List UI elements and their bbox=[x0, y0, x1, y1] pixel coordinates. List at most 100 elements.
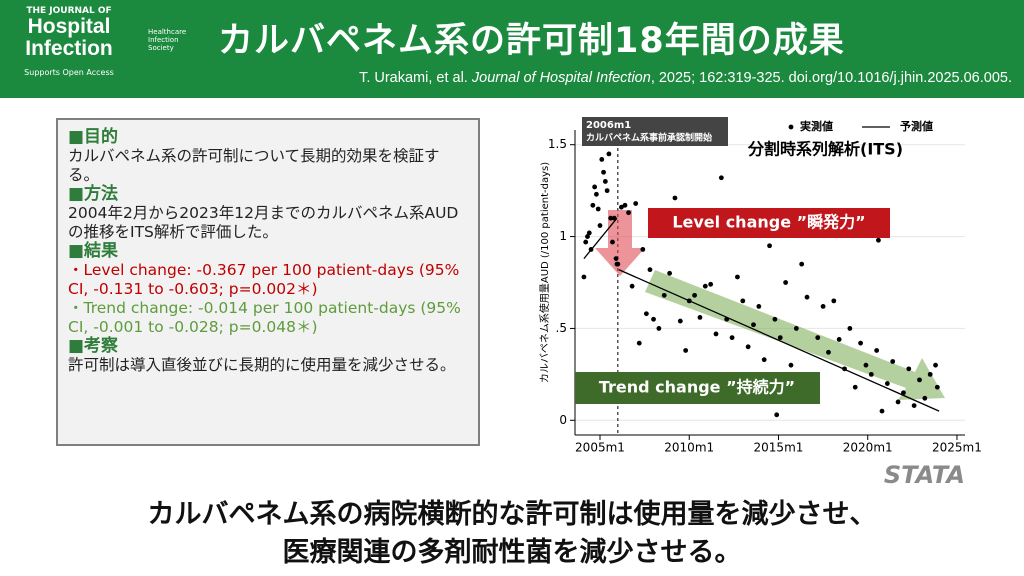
data-point bbox=[697, 315, 703, 320]
data-point bbox=[884, 381, 890, 386]
data-point bbox=[756, 303, 762, 309]
data-point bbox=[590, 202, 596, 208]
result-trend: ・Trend change: -0.014 per 100 patient-da… bbox=[68, 299, 461, 336]
title: カルバペネム系の許可制18年間の成果 bbox=[218, 21, 845, 61]
data-point bbox=[876, 237, 881, 243]
data-point bbox=[911, 403, 917, 409]
intervention-label: 2006m1 bbox=[586, 120, 631, 131]
data-point bbox=[783, 280, 789, 285]
data-point bbox=[633, 201, 639, 206]
data-point bbox=[906, 366, 912, 372]
result-level: ・Level change: -0.367 per 100 patient-da… bbox=[68, 261, 460, 298]
data-point bbox=[643, 311, 649, 317]
citation: T. Urakami, et al. Journal of Hospital I… bbox=[359, 70, 1012, 86]
data-point bbox=[788, 362, 794, 368]
section-heading: ■考察 bbox=[68, 336, 119, 356]
citation-authors: T. Urakami, et al. bbox=[359, 70, 472, 86]
data-point bbox=[761, 357, 767, 363]
legend-label: 実測値 bbox=[800, 119, 833, 133]
citation-journal: Journal of Hospital Infection bbox=[471, 70, 651, 86]
data-point bbox=[767, 243, 772, 249]
data-point bbox=[656, 326, 662, 331]
data-point bbox=[729, 335, 735, 341]
y-axis-label: カルバペネム系使用量AUD (/100 patient-days) bbox=[538, 162, 551, 383]
open-access: Supports Open Access bbox=[24, 68, 114, 77]
data-point bbox=[917, 377, 922, 383]
data-point bbox=[735, 274, 740, 280]
data-point bbox=[793, 326, 799, 331]
data-point bbox=[826, 349, 831, 355]
y-tick-label: 0 bbox=[559, 413, 567, 427]
data-point bbox=[640, 247, 646, 252]
data-point bbox=[629, 283, 635, 289]
plot: 0 .5 1 1.5 2005m1 2010m1 2015m1 2020m1 2025m1 カルバ… bbox=[538, 117, 982, 489]
society-logo: Healthcare Infection Society bbox=[148, 28, 186, 52]
level-arrow bbox=[595, 210, 645, 276]
trend-box bbox=[575, 372, 820, 404]
data-point bbox=[777, 335, 783, 341]
data-point bbox=[597, 223, 603, 228]
data-point bbox=[595, 206, 601, 212]
header: THE JOURNAL OF Hospital Infection Suppor… bbox=[0, 0, 1024, 98]
data-point bbox=[820, 303, 826, 309]
data-point bbox=[836, 337, 842, 342]
data-point bbox=[672, 195, 678, 201]
data-point bbox=[713, 331, 719, 337]
data-point bbox=[606, 151, 612, 157]
data-point bbox=[602, 179, 608, 184]
level-label: Level change ”瞬発力” bbox=[672, 213, 865, 232]
journal-name: Infection bbox=[25, 37, 113, 60]
trend-arrow bbox=[645, 270, 945, 400]
fit-line bbox=[583, 217, 940, 412]
data-point bbox=[927, 371, 933, 377]
data-point bbox=[901, 390, 906, 396]
data-point bbox=[636, 340, 642, 346]
data-point bbox=[774, 412, 780, 418]
x-tick-label: 2020m1 bbox=[843, 441, 893, 455]
chart-subtitle: 分割時系列解析(ITS) bbox=[747, 140, 903, 159]
data-point bbox=[622, 202, 628, 208]
data-point bbox=[683, 348, 689, 353]
conclusion: カルバペネム系の病院横断的な許可制は使用量を減少させ、 bbox=[147, 499, 877, 530]
journal-logo: THE JOURNAL OF Hospital Infection Suppor… bbox=[10, 6, 128, 77]
data-point bbox=[604, 188, 610, 194]
data-point bbox=[599, 156, 605, 162]
data-point bbox=[890, 359, 896, 364]
data-point bbox=[581, 274, 587, 280]
brand-logo: STATA bbox=[884, 461, 965, 489]
data-point bbox=[831, 298, 837, 304]
data-point bbox=[661, 292, 667, 298]
section-heading: ■結果 bbox=[68, 241, 119, 261]
data-point bbox=[718, 175, 724, 181]
data-point bbox=[740, 298, 746, 304]
data-point bbox=[895, 399, 901, 405]
legend-label: 予測値 bbox=[900, 119, 933, 133]
data-point bbox=[585, 234, 590, 239]
data-point bbox=[610, 239, 615, 245]
intervention-text: カルバペネム系事前承認制開始 bbox=[586, 132, 712, 144]
data-point bbox=[667, 270, 672, 276]
data-point bbox=[863, 362, 869, 368]
data-point bbox=[601, 169, 606, 175]
data-point bbox=[708, 281, 714, 287]
x-tick-label: 2015m1 bbox=[754, 441, 804, 455]
data-point bbox=[647, 267, 653, 273]
data-point bbox=[858, 340, 863, 346]
section-text: 許可制は導入直後並びに長期的に使用量を減少させる。 bbox=[68, 356, 456, 374]
data-point bbox=[852, 384, 858, 390]
chart: 0 .5 1 1.5 2005m1 2010m1 2015m1 2020m1 2025m1 カルバ… bbox=[538, 117, 982, 489]
journal-top: THE JOURNAL OF bbox=[26, 6, 112, 16]
society-line: Society bbox=[148, 44, 174, 52]
data-point bbox=[933, 362, 938, 368]
society-line: Infection bbox=[148, 36, 179, 44]
conclusion: 医療関連の多剤耐性菌を減少させる。 bbox=[282, 537, 742, 568]
x-tick-label: 2025m1 bbox=[932, 441, 982, 455]
data-point bbox=[874, 348, 880, 353]
data-point bbox=[868, 371, 874, 377]
legend-dot bbox=[788, 124, 794, 130]
data-point bbox=[651, 316, 656, 322]
y-tick-label: .5 bbox=[556, 321, 567, 335]
x-tick-label: 2005m1 bbox=[575, 441, 625, 455]
data-point bbox=[804, 294, 810, 300]
